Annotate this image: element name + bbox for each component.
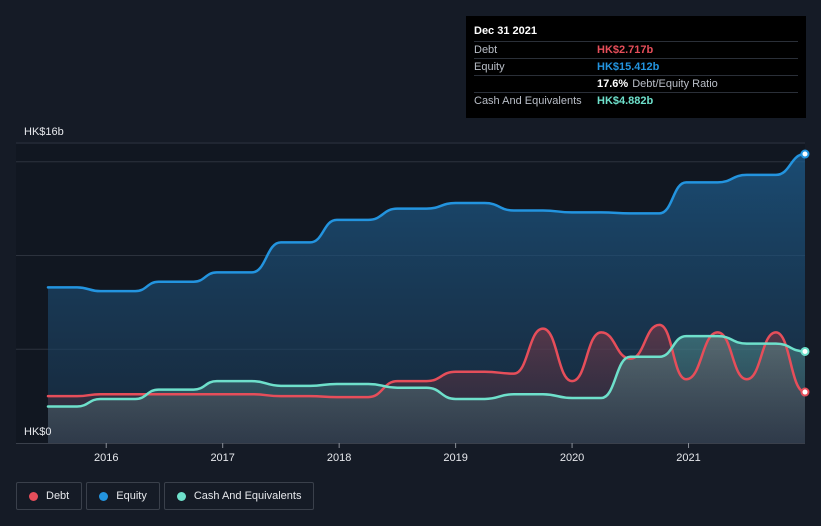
tooltip-row-cash: Cash And Equivalents HK$4.882b (474, 92, 798, 109)
end-markers (800, 149, 810, 397)
tooltip-equity-label: Equity (474, 61, 505, 73)
tooltip-row-debt: Debt HK$2.717b (474, 41, 798, 58)
tooltip-row-ratio: 17.6% Debt/Equity Ratio (474, 75, 798, 92)
x-tick-label: 2020 (560, 452, 584, 464)
tooltip-ratio-label: Debt/Equity Ratio (632, 78, 718, 90)
equity-dot-icon (99, 491, 109, 501)
legend-debt-label: Debt (46, 490, 70, 502)
series-areas (48, 154, 805, 443)
tooltip-date: Dec 31 2021 (474, 25, 537, 37)
equity-end-point (800, 149, 810, 159)
debt-end-point (800, 387, 810, 397)
y-axis-bottom-label: HK$0 (24, 426, 52, 438)
tooltip-cash-value: HK$4.882b (597, 95, 654, 107)
data-tooltip: Dec 31 2021 Debt HK$2.717b Equity HK$15.… (466, 16, 806, 118)
legend-cash-label: Cash And Equivalents (193, 490, 302, 502)
legend-equity-label: Equity (116, 490, 147, 502)
cash-dot-icon (176, 491, 186, 501)
tooltip-ratio-value: 17.6% (597, 78, 629, 90)
legend-item-equity[interactable]: Equity (86, 482, 160, 510)
y-axis-top-label: HK$16b (24, 126, 64, 138)
x-tick-label: 2021 (676, 452, 700, 464)
x-tick-label: 2019 (443, 452, 467, 464)
x-axis-ticks: 2016 2017 2018 2019 2020 2021 (94, 443, 701, 464)
cash-and-equivalents-line (46, 334, 807, 408)
legend-item-cash[interactable]: Cash And Equivalents (163, 482, 315, 510)
x-tick-label: 2018 (327, 452, 351, 464)
debt-dot-icon (29, 491, 38, 501)
tooltip-cash-label: Cash And Equivalents (474, 95, 582, 107)
x-tick-label: 2016 (94, 452, 118, 464)
tooltip-row-equity: Equity HK$15.412b (474, 58, 798, 75)
x-tick-label: 2017 (210, 452, 234, 464)
equity-line (46, 152, 807, 293)
debt-line (46, 323, 807, 399)
chart-legend: Debt Equity Cash And Equivalents (16, 482, 315, 510)
tooltip-equity-value: HK$15.412b (597, 61, 660, 73)
legend-item-debt[interactable]: Debt (16, 482, 83, 510)
series-lines (46, 152, 807, 408)
tooltip-debt-value: HK$2.717b (597, 44, 654, 56)
cash-and-equivalents-end-point (800, 346, 810, 356)
cash-and-equivalents-area (48, 336, 805, 443)
tooltip-debt-label: Debt (474, 44, 498, 56)
